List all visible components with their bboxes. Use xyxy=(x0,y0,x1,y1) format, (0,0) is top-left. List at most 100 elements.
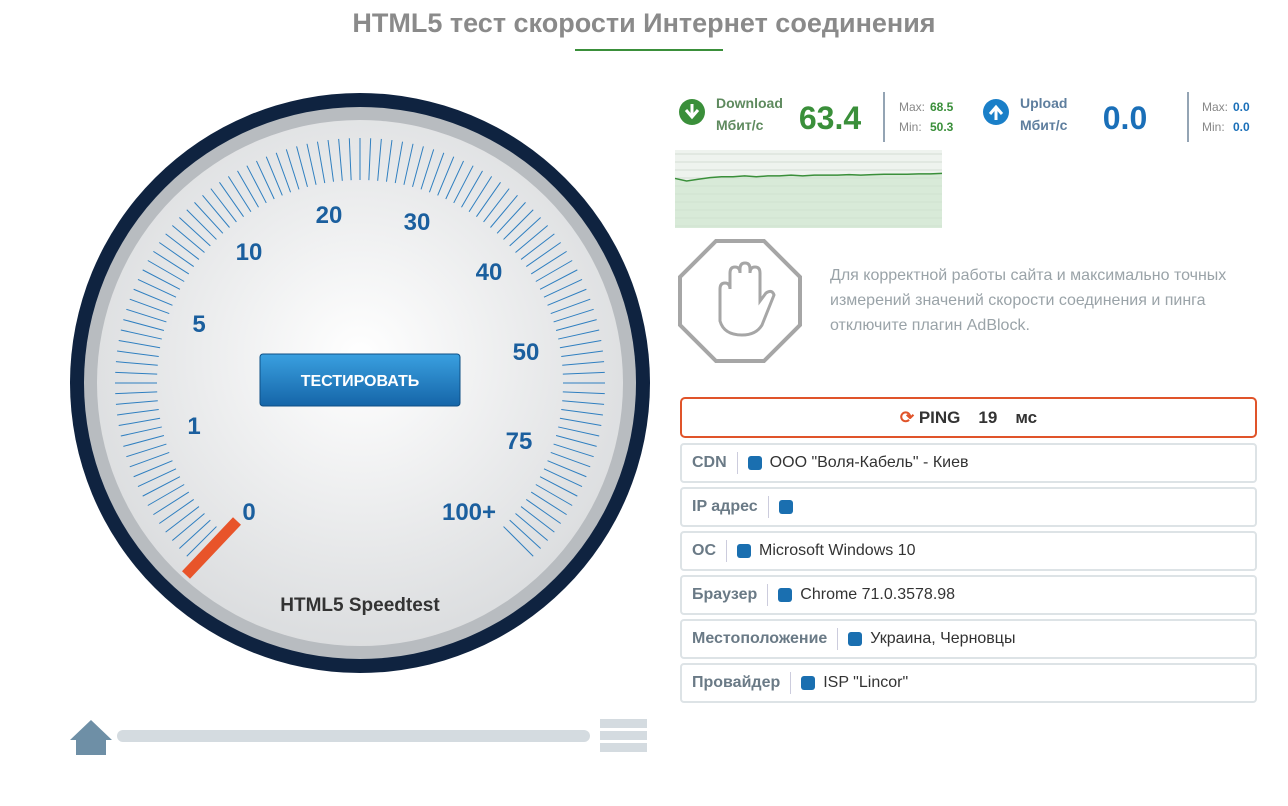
info-icon xyxy=(778,588,793,602)
ping-unit: мс xyxy=(1015,407,1038,427)
gauge-tick xyxy=(437,156,455,196)
download-min: 50.3 xyxy=(930,120,954,134)
gauge-tick xyxy=(562,391,605,395)
info-value: ООО "Воля-Кабель" - Киев xyxy=(769,454,969,471)
download-unit: Мбит/с xyxy=(716,117,764,133)
gauge-tick xyxy=(147,260,185,282)
gauge-tick xyxy=(515,225,549,253)
gauge-tick xyxy=(562,371,605,375)
gauge-tick xyxy=(275,152,292,193)
gauge-tick xyxy=(490,194,518,228)
info-row: IP адрес xyxy=(680,487,1257,527)
test-button-label[interactable]: ТЕСТИРОВАТЬ xyxy=(301,373,420,390)
gauge-tick xyxy=(555,319,597,331)
gauge-tick xyxy=(539,476,578,497)
gauge-tick xyxy=(115,391,158,395)
gauge-tick xyxy=(210,188,237,223)
gauge-tick xyxy=(562,400,605,405)
upload-max: 0.0 xyxy=(1233,100,1250,114)
gauge-tick xyxy=(476,182,501,217)
gauge-tick xyxy=(526,242,561,267)
gauge-tick xyxy=(559,339,602,349)
gauge-tick xyxy=(535,260,573,282)
title-underline xyxy=(575,49,723,51)
gauge-tick xyxy=(306,143,317,185)
gauge-tick xyxy=(547,460,587,478)
gauge-tick xyxy=(237,170,259,208)
speed-panel: Download Мбит/с 63.4 Max: 68.5 Min: 50.3… xyxy=(674,92,1250,228)
upload-min-label: Min: xyxy=(1202,120,1225,134)
gauge-scale-label: 1 xyxy=(187,413,200,440)
gauge-tick xyxy=(377,138,382,181)
info-label: CDN xyxy=(682,452,738,474)
gauge-tick xyxy=(550,298,591,315)
gauge: ТЕСТИРОВАТЬ HTML5 Speedtest 0 1 5 10 20 30 40 5… xyxy=(70,93,650,755)
gauge-tick xyxy=(543,468,583,487)
gauge-scale-label: 50 xyxy=(513,339,540,366)
gauge-tick xyxy=(137,279,177,298)
gauge-tick xyxy=(142,269,181,290)
gauge-tick xyxy=(445,160,464,200)
gauge-tick xyxy=(137,468,177,487)
gauge-tick xyxy=(338,138,343,181)
gauge-tick xyxy=(296,146,308,188)
gauge-tick xyxy=(428,152,445,193)
gauge-tick xyxy=(165,233,200,260)
info-value: Microsoft Windows 10 xyxy=(759,542,916,559)
gauge-scale-label: 75 xyxy=(506,428,533,455)
gauge-tick xyxy=(316,141,326,184)
gauge-tick xyxy=(246,165,267,204)
gauge-tick xyxy=(171,513,205,541)
download-max-label: Max: xyxy=(899,100,925,114)
test-button[interactable] xyxy=(259,353,461,407)
gauge-tick xyxy=(558,329,600,340)
adblock-icon xyxy=(678,239,802,363)
info-icon xyxy=(747,456,762,470)
info-label: Браузер xyxy=(682,584,769,606)
gauge-scale-label: 30 xyxy=(404,209,431,236)
upload-max-label: Max: xyxy=(1202,100,1228,114)
download-max: 68.5 xyxy=(930,100,954,114)
gauge-tick xyxy=(123,435,165,447)
gauge-tick xyxy=(159,499,194,524)
info-value: Украина, Черновцы xyxy=(870,630,1016,647)
download-value: 63.4 xyxy=(799,100,861,136)
gauge-tick xyxy=(503,209,534,240)
adblock-message: Для корректной работы сайта и максимальн… xyxy=(830,267,1227,334)
gauge-tick xyxy=(194,202,224,234)
gauge-tick xyxy=(559,417,602,427)
download-min-label: Min: xyxy=(899,120,922,134)
gauge-tick xyxy=(179,217,211,247)
gauge-tick xyxy=(123,319,165,331)
gauge-tick xyxy=(520,506,555,533)
gauge-tick xyxy=(115,371,158,375)
info-row: Провайдер ISP "Lincor" xyxy=(680,663,1257,703)
gauge-tick xyxy=(547,288,587,306)
gauge-tick xyxy=(503,526,534,557)
info-label: ОС xyxy=(682,540,727,562)
info-row: ОС Microsoft Windows 10 xyxy=(680,531,1257,571)
gauge-tick xyxy=(133,460,173,478)
upload-value: 0.0 xyxy=(1103,100,1147,136)
gauge-tick xyxy=(142,476,181,497)
gauge-tick xyxy=(133,288,173,306)
gauge-tick xyxy=(126,308,167,323)
home-icon xyxy=(70,720,112,755)
info-label: IP адрес xyxy=(682,496,769,518)
server-icon xyxy=(600,719,647,752)
gauge-tick xyxy=(553,443,594,458)
gauge-tick xyxy=(496,202,526,234)
info-label: Местоположение xyxy=(682,628,839,650)
gauge-tick xyxy=(117,350,159,357)
gauge-scale-label: 0 xyxy=(242,499,255,526)
gauge-tick xyxy=(509,519,541,549)
info-value: Chrome 71.0.3578.98 xyxy=(800,586,956,603)
gauge-tick xyxy=(285,149,300,190)
upload-min: 0.0 xyxy=(1233,120,1250,134)
gauge-needle xyxy=(182,517,241,579)
gauge-tick xyxy=(186,209,217,240)
gauge-tick xyxy=(420,149,435,190)
ping-value: 19 xyxy=(978,407,998,427)
gauge-tick xyxy=(461,170,483,208)
gauge-tick xyxy=(558,426,600,437)
